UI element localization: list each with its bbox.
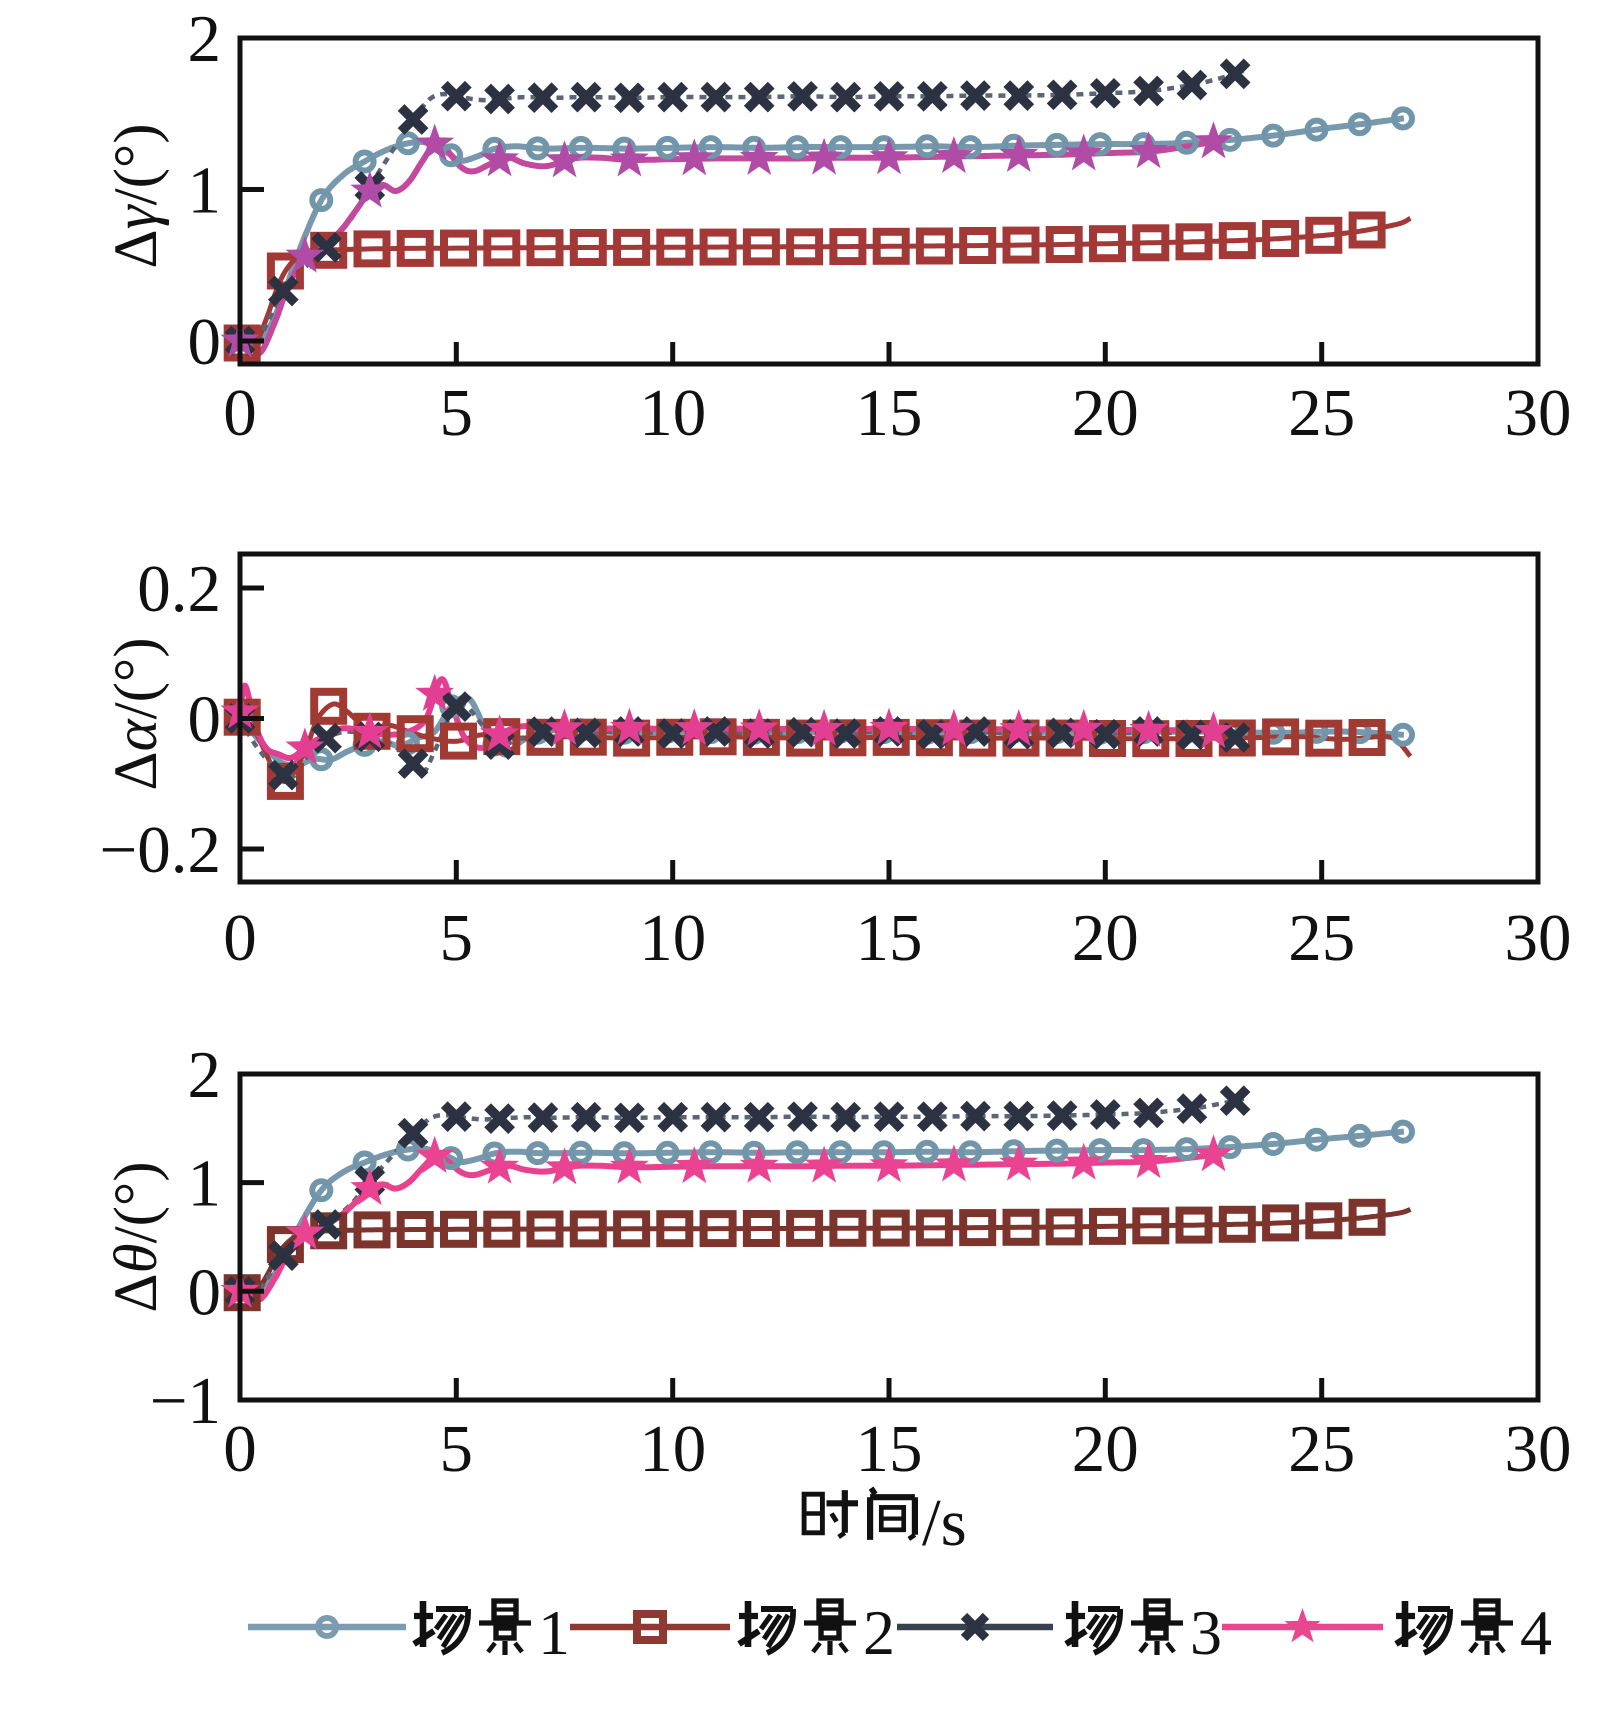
svg-text:3: 3 bbox=[1190, 1597, 1222, 1668]
svg-text:Δγ/(°): Δγ/(°) bbox=[103, 123, 170, 268]
svg-text:30: 30 bbox=[1505, 376, 1572, 450]
svg-text:0: 0 bbox=[188, 683, 222, 757]
svg-text:4: 4 bbox=[1520, 1597, 1552, 1668]
svg-text:1: 1 bbox=[538, 1597, 570, 1668]
svg-text:15: 15 bbox=[856, 376, 923, 450]
svg-text:2: 2 bbox=[188, 1038, 222, 1112]
svg-text:25: 25 bbox=[1288, 376, 1355, 450]
svg-text:5: 5 bbox=[440, 1412, 474, 1486]
svg-text:20: 20 bbox=[1072, 1412, 1139, 1486]
svg-text:30: 30 bbox=[1505, 1412, 1572, 1486]
svg-text:15: 15 bbox=[856, 1412, 923, 1486]
svg-text:Δα/(°): Δα/(°) bbox=[103, 637, 170, 790]
svg-text:25: 25 bbox=[1288, 1412, 1355, 1486]
svg-text:20: 20 bbox=[1072, 901, 1139, 975]
svg-text:1: 1 bbox=[188, 154, 222, 228]
svg-text:15: 15 bbox=[856, 901, 923, 975]
svg-text:−1: −1 bbox=[150, 1364, 221, 1438]
svg-text:5: 5 bbox=[440, 376, 474, 450]
svg-text:5: 5 bbox=[440, 901, 474, 975]
svg-text:30: 30 bbox=[1505, 901, 1572, 975]
svg-text:2: 2 bbox=[188, 2, 222, 76]
svg-text:0: 0 bbox=[223, 376, 257, 450]
svg-text:10: 10 bbox=[639, 1412, 706, 1486]
svg-text:0: 0 bbox=[223, 1412, 257, 1486]
svg-text:Δθ/(°): Δθ/(°) bbox=[103, 1161, 170, 1312]
svg-text:10: 10 bbox=[639, 376, 706, 450]
svg-text:0: 0 bbox=[223, 901, 257, 975]
svg-text:1: 1 bbox=[188, 1147, 222, 1221]
svg-text:0: 0 bbox=[188, 1255, 222, 1329]
svg-text:−0.2: −0.2 bbox=[99, 813, 221, 887]
svg-text:0: 0 bbox=[188, 305, 222, 379]
svg-text:20: 20 bbox=[1072, 376, 1139, 450]
svg-text:10: 10 bbox=[639, 901, 706, 975]
svg-text:/s: /s bbox=[922, 1486, 967, 1560]
svg-text:0.2: 0.2 bbox=[137, 552, 221, 626]
svg-text:2: 2 bbox=[863, 1597, 895, 1668]
svg-text:25: 25 bbox=[1288, 901, 1355, 975]
